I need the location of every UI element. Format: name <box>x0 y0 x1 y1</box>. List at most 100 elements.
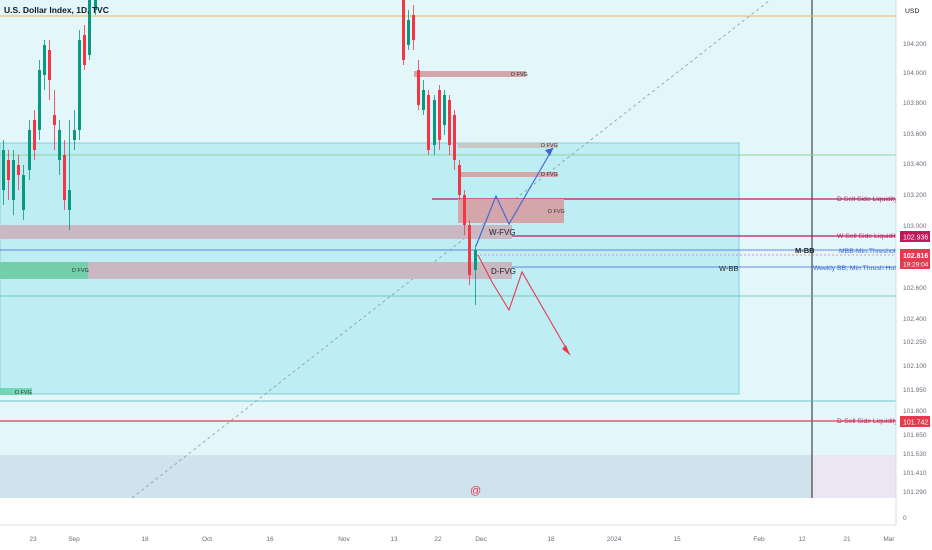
fvg-label: D FVG <box>541 172 558 178</box>
green-fvg-box-lower <box>0 388 32 395</box>
y-tick-label: 101.290 <box>903 489 927 496</box>
y-tick-label: 103.000 <box>903 223 927 230</box>
x-tick-label: 23 <box>29 536 37 543</box>
w-fvg-box <box>0 225 512 239</box>
candle-body <box>48 50 51 80</box>
green-fvg-box <box>0 262 88 279</box>
y-tick-label: 102.600 <box>903 285 927 292</box>
weekly-bb-label: Weekly BB, Min Thrush Hold <box>813 265 900 272</box>
fvg-box <box>458 172 558 177</box>
plot-background-lower-right <box>812 455 896 498</box>
candle-body <box>2 150 5 190</box>
d-sell-side-liquidity-label-2: D-Sell Side Liquidity <box>837 418 898 425</box>
candle-body <box>468 225 471 275</box>
fvg-box <box>458 199 564 223</box>
y-tick-label: 102.400 <box>903 316 927 323</box>
candle-body <box>402 0 405 60</box>
candle-body <box>38 70 41 130</box>
w-fvg-label: W-FVG <box>489 228 516 237</box>
x-tick-label: 2024 <box>607 536 622 543</box>
x-tick-label: 18 <box>547 536 555 543</box>
candle-body <box>22 175 25 210</box>
x-tick-label: Dec <box>475 536 487 543</box>
candle-body <box>474 250 477 270</box>
candle-body <box>463 195 466 225</box>
fvg-label: D FVG <box>548 209 565 215</box>
fvg-box <box>458 143 558 148</box>
candle-body <box>73 130 76 140</box>
x-tick-label: 22 <box>434 536 442 543</box>
candle-body <box>422 90 425 110</box>
y-tick-label: 102.250 <box>903 339 927 346</box>
y-tick-label: 101.950 <box>903 387 927 394</box>
candle-body <box>427 95 430 150</box>
x-tick-label: 18 <box>141 536 149 543</box>
price-label-bg <box>900 231 930 242</box>
time-axis-ticks: 23 Sep 18 Oct 16 Nov 13 22 Dec 18 2024 15 Feb 12 21 Mar <box>29 536 895 543</box>
projection-up-path <box>475 147 554 247</box>
currency-label: USD <box>905 8 919 15</box>
y-tick-label: 0 <box>903 515 907 522</box>
m-bb-label: M-BB <box>795 246 815 255</box>
candle-body <box>58 130 61 160</box>
y-tick-label: 103.200 <box>903 192 927 199</box>
candle-body <box>94 0 97 10</box>
x-tick-label: Sep <box>68 536 80 543</box>
candle-body <box>33 120 36 150</box>
candle-body <box>68 190 71 210</box>
candle-body <box>443 95 446 125</box>
candle-body <box>43 45 46 75</box>
candle-body <box>412 15 415 40</box>
plot-background-lower <box>0 455 812 498</box>
x-tick-label: Feb <box>753 536 765 543</box>
candle-body <box>53 115 56 125</box>
fvg-label: D FVG <box>72 268 89 274</box>
projection-down-arrowhead <box>562 345 570 355</box>
y-tick-label: 101.410 <box>903 470 927 477</box>
x-tick-label: Oct <box>202 536 212 543</box>
candle-body <box>28 130 31 170</box>
w-sell-side-liquidity-label: W Sell Side Liquidity <box>837 233 900 240</box>
candle-body <box>12 160 15 200</box>
fvg-label: D FVG <box>511 72 528 78</box>
fvg-label: D FVG <box>15 390 32 396</box>
x-tick-label: 12 <box>798 536 806 543</box>
price-label: 102.936 <box>903 235 928 242</box>
y-tick-label: 101.650 <box>903 432 927 439</box>
mbb-threshold-label: MBB-Min.Threshold <box>839 248 899 255</box>
candle-body <box>448 100 451 145</box>
watermark: @ <box>470 485 481 497</box>
y-tick-label: 101.530 <box>903 451 927 458</box>
fvg-box <box>414 71 526 77</box>
candle-body <box>438 90 441 140</box>
x-tick-label: 15 <box>673 536 681 543</box>
x-tick-label: 16 <box>266 536 274 543</box>
price-label-bg <box>900 416 930 427</box>
y-tick-label: 101.800 <box>903 408 927 415</box>
current-price-label: 102.816 <box>903 253 928 260</box>
price-label: 101.742 <box>903 420 928 427</box>
candle-body <box>63 155 66 200</box>
y-tick-label: 102.100 <box>903 363 927 370</box>
candle-body <box>407 20 410 45</box>
projection-up-arrowhead <box>545 148 553 156</box>
current-price-label-bg <box>900 249 930 269</box>
time-axis[interactable] <box>0 525 896 550</box>
candle-body <box>83 35 86 65</box>
candle-body <box>17 165 20 175</box>
projection-down-path <box>477 254 571 356</box>
w-bb-label: W-BB <box>719 264 738 273</box>
candle-body <box>78 40 81 130</box>
y-tick-label: 104.200 <box>903 41 927 48</box>
y-tick-label: 104.000 <box>903 70 927 77</box>
candle-body <box>88 0 91 55</box>
candle-body <box>433 100 436 145</box>
x-tick-label: 21 <box>843 536 851 543</box>
d-fvg-box <box>0 262 512 279</box>
candle-body <box>453 115 456 160</box>
x-tick-label: Mar <box>883 536 895 543</box>
y-tick-label: 103.400 <box>903 161 927 168</box>
fvg-label: D FVG <box>541 143 558 149</box>
d-sell-side-liquidity-label: D Sell Side Liquidity <box>837 196 898 203</box>
